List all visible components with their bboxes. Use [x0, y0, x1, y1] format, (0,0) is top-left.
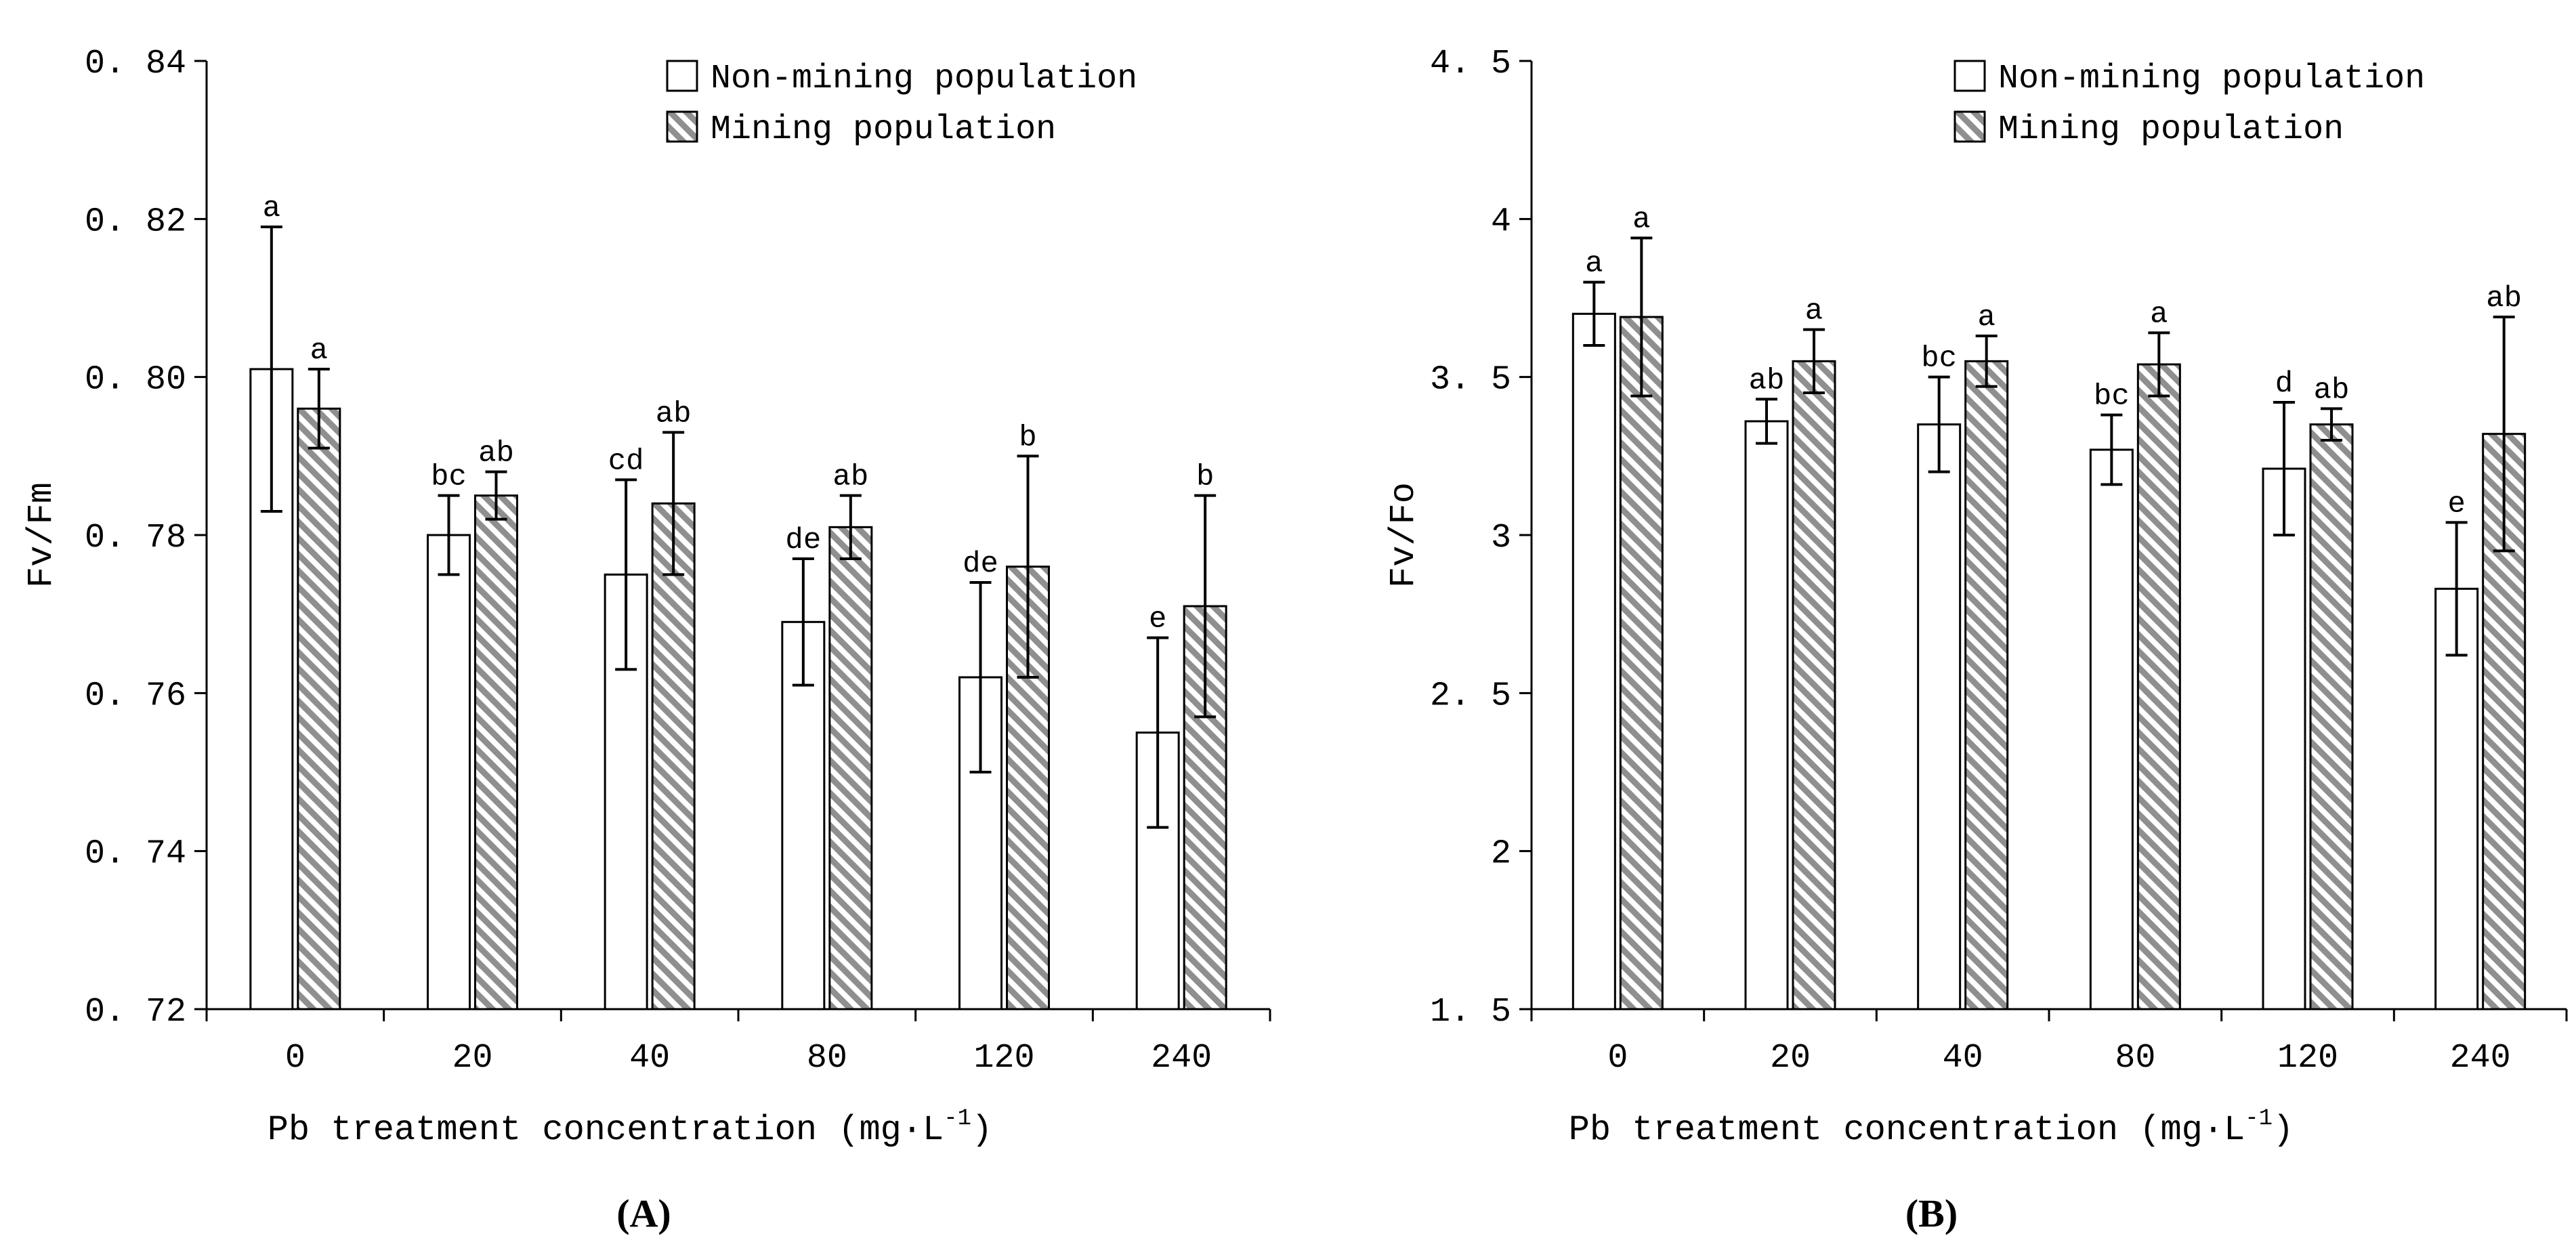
bar-mining-0	[297, 407, 341, 1011]
x-tick-label: 120	[2277, 1039, 2338, 1078]
sig-letter: a	[310, 334, 328, 368]
bar-mining-0	[1619, 316, 1664, 1011]
legend-swatch-mining	[666, 110, 698, 143]
bar-nonmining-80	[2089, 448, 2134, 1011]
y-tick-label: 3	[1491, 519, 1511, 557]
bar-nonmining-20	[427, 534, 471, 1011]
sig-letter: ab	[2314, 373, 2350, 407]
sig-letter: a	[263, 192, 280, 226]
sig-letter: de	[963, 547, 998, 581]
chart-a: 0. 72 0. 74 0. 76 0. 78 0. 80 0. 82 0. 84 0 20 40…	[22, 45, 1271, 1150]
sig-letter: ab	[832, 461, 868, 494]
bar-mining-80	[2136, 363, 2181, 1011]
panel-a-label: (A)	[616, 1191, 671, 1235]
sig-letter: ab	[478, 437, 514, 471]
bar-nonmining-120	[2262, 467, 2306, 1011]
chart-b: 1. 5 2 2. 5 3 3. 5 4 4. 5 0 20 40 80 120 240 a ab bc bc d…	[1384, 45, 2568, 1150]
sig-letter: e	[1149, 603, 1166, 637]
x-tick-label: 120	[973, 1039, 1034, 1078]
sig-letter: a	[1977, 301, 1995, 335]
y-tick-label: 0. 82	[85, 203, 186, 241]
x-tick-label: 80	[807, 1039, 847, 1078]
sig-letter: ab	[1749, 364, 1785, 398]
sig-letter: bc	[1921, 342, 1957, 376]
sig-letter: a	[1585, 247, 1603, 281]
y-tick-label: 0. 84	[85, 45, 186, 83]
y-tick-label: 0. 80	[85, 361, 186, 400]
x-axis-title: Pb treatment concentration (mg·L-1)	[268, 1106, 993, 1150]
y-tick-label: 0. 76	[85, 677, 186, 715]
x-tick-label: 240	[1151, 1039, 1212, 1078]
legend-label: Non-mining population	[1998, 60, 2425, 98]
bar-mining-40	[1964, 360, 2009, 1011]
y-tick-label: 0. 72	[85, 993, 186, 1031]
x-tick-label: 0	[1607, 1039, 1628, 1078]
legend-swatch-nonmining	[666, 60, 698, 92]
x-tick-label: 40	[629, 1039, 670, 1078]
bar-nonmining-40	[1917, 423, 1962, 1011]
sig-letter: d	[2275, 367, 2293, 401]
sig-letter: b	[1019, 421, 1036, 454]
y-tick-label: 2	[1491, 835, 1511, 874]
x-axis-title: Pb treatment concentration (mg·L-1)	[1569, 1106, 2294, 1150]
sig-letter: cd	[608, 444, 644, 478]
legend-swatch-mining	[1954, 110, 1986, 143]
bar-nonmining-0	[1571, 312, 1616, 1011]
bar-nonmining-0	[249, 368, 294, 1011]
legend-label: Mining population	[711, 110, 1056, 149]
sig-letter: de	[785, 524, 821, 557]
y-tick-label: 0. 74	[85, 835, 186, 874]
y-tick-label: 4	[1491, 203, 1511, 241]
sig-letter: bc	[2094, 380, 2130, 414]
x-tick-label: 40	[1943, 1039, 1983, 1078]
bar-nonmining-240	[2434, 587, 2479, 1011]
panel-b: 1. 5 2 2. 5 3 3. 5 4 4. 5 0 20 40 80 120 240 a ab bc bc d…	[1288, 0, 2575, 1255]
bar-mining-20	[474, 494, 518, 1011]
sig-letter: bc	[431, 461, 467, 494]
x-tick-label: 20	[1770, 1039, 1811, 1078]
y-tick-label: 4. 5	[1430, 45, 1511, 83]
y-tick-label: 1. 5	[1430, 993, 1511, 1031]
x-tick-label: 0	[285, 1039, 305, 1078]
bar-mining-80	[828, 526, 873, 1011]
panel-a: 0. 72 0. 74 0. 76 0. 78 0. 80 0. 82 0. 84 0 20 40…	[22, 45, 1271, 1235]
sig-letter: a	[1805, 295, 1823, 328]
y-axis-title: Fv/Fm	[22, 482, 62, 588]
legend-swatch-nonmining	[1954, 60, 1986, 92]
panel-b-label: (B)	[1905, 1191, 1958, 1235]
legend-label: Non-mining population	[711, 60, 1137, 98]
y-tick-label: 3. 5	[1430, 361, 1511, 400]
y-tick-label: 2. 5	[1430, 677, 1511, 715]
legend-label: Mining population	[1998, 110, 2344, 149]
y-axis-title: Fv/Fo	[1384, 482, 1424, 588]
bar-mining-40	[651, 502, 696, 1011]
sig-letter: e	[2447, 487, 2465, 521]
x-tick-label: 240	[2450, 1039, 2511, 1078]
sig-letter: a	[1632, 203, 1650, 236]
x-tick-label: 80	[2115, 1039, 2155, 1078]
bar-mining-20	[1792, 360, 1836, 1011]
bar-nonmining-20	[1744, 420, 1789, 1011]
x-tick-label: 20	[452, 1039, 492, 1078]
sig-letter: b	[1196, 461, 1214, 494]
y-tick-label: 0. 78	[85, 519, 186, 557]
sig-letter: ab	[2486, 282, 2522, 316]
sig-letter: a	[2150, 297, 2168, 331]
sig-letter: ab	[656, 397, 692, 431]
bar-mining-120	[2309, 423, 2354, 1011]
